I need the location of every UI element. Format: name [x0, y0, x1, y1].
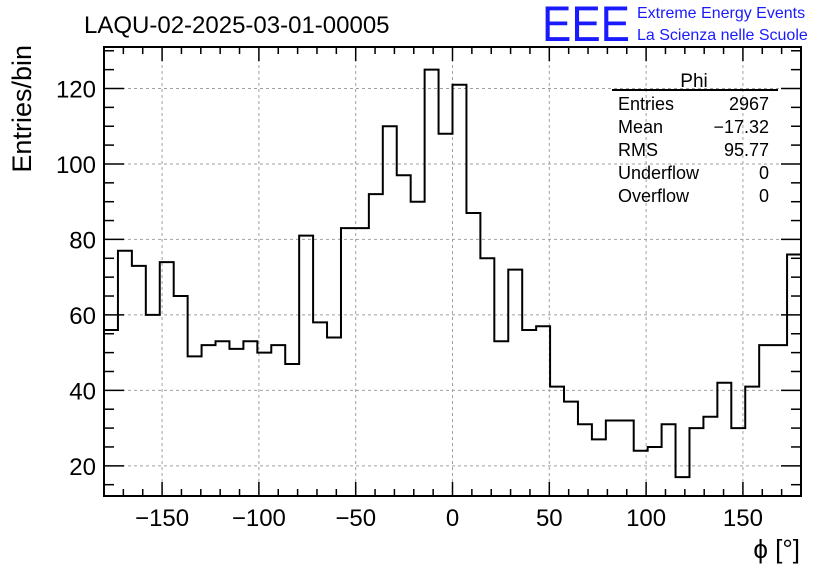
eee-logo-line1: Extreme Energy Events	[637, 5, 805, 22]
x-tick-label: −100	[232, 505, 286, 532]
y-tick-label: 120	[56, 77, 96, 104]
x-tick-label: −50	[335, 505, 376, 532]
stats-row-label: Mean	[618, 117, 663, 137]
stats-box-rows: Entries 2967 Mean −17.32 RMS 95.77 Underflow 0 O…	[618, 94, 769, 206]
histogram-bin	[257, 353, 271, 496]
y-tick-label: 100	[56, 152, 96, 179]
histogram-bin	[243, 341, 257, 496]
y-tick-label: 40	[69, 378, 96, 405]
histogram-bin	[745, 387, 759, 496]
histogram-bin	[648, 447, 662, 496]
histogram-bin	[216, 341, 230, 496]
histogram-bin	[188, 356, 202, 496]
histogram-bin	[118, 251, 132, 496]
stats-row-value: 0	[759, 163, 769, 183]
grid-layer	[104, 47, 801, 496]
histogram-bin	[271, 345, 285, 496]
histogram-bin	[787, 255, 801, 496]
stats-box-title: Phi	[680, 71, 707, 92]
histogram-bin	[703, 417, 717, 496]
histogram-bin	[411, 202, 425, 496]
stats-row-label: Underflow	[618, 163, 700, 183]
histogram-bin	[606, 421, 620, 496]
histogram-bin	[202, 345, 216, 496]
histogram-bin	[355, 228, 369, 496]
y-tick-label: 80	[69, 227, 96, 254]
x-tick-label: 150	[723, 505, 763, 532]
stats-row-value: −17.32	[713, 117, 769, 137]
histogram-bin	[689, 428, 703, 496]
tick-label-layer: −150 −100 −50 0 50 100 150 20 40 60 80 100 120	[56, 77, 763, 532]
histogram-bin	[759, 345, 773, 496]
histogram-bin	[453, 85, 467, 496]
stats-row-label: Overflow	[618, 186, 690, 206]
stats-row-label: RMS	[618, 140, 658, 160]
stats-box: Phi Entries 2967 Mean −17.32 RMS 95.77 Underfl…	[612, 71, 778, 206]
chart-title: LAQU-02-2025-03-01-00005	[84, 12, 390, 39]
histogram-bin	[341, 228, 355, 496]
histogram-bin	[578, 424, 592, 496]
histogram-layer	[104, 68, 801, 496]
stats-row-value: 0	[759, 186, 769, 206]
histogram-bin	[592, 439, 606, 496]
histogram-bin	[508, 270, 522, 496]
y-axis-label: Entries/bin	[7, 45, 37, 173]
x-tick-label: 100	[626, 505, 666, 532]
histogram-bin	[425, 70, 439, 496]
x-tick-label: −150	[135, 505, 189, 532]
eee-logo: EEE Extreme Energy Events La Scienza nel…	[542, 0, 808, 52]
histogram-bin	[397, 175, 411, 496]
histogram-bin	[676, 477, 690, 496]
histogram-bin	[229, 349, 243, 496]
histogram-bin	[132, 266, 146, 496]
histogram-bin	[773, 345, 787, 496]
histogram-bin	[550, 387, 564, 496]
histogram-bin	[522, 330, 536, 496]
histogram-bin	[466, 213, 480, 496]
eee-logo-line2: La Scienza nelle Scuole	[637, 27, 808, 44]
histogram-bin	[480, 258, 494, 496]
stats-row-value: 2967	[729, 94, 769, 114]
histogram-bin	[285, 364, 299, 496]
histogram-bin	[494, 341, 508, 496]
y-tick-label: 60	[69, 303, 96, 330]
tick-layer	[103, 47, 802, 496]
histogram-bin	[383, 126, 397, 496]
y-tick-label: 20	[69, 454, 96, 481]
x-axis-label: ϕ [°]	[753, 534, 800, 564]
histogram-bin	[299, 236, 313, 496]
histogram-bin	[564, 402, 578, 496]
histogram-bin	[536, 326, 550, 496]
histogram-bin	[620, 421, 634, 496]
histogram-bin	[662, 424, 676, 496]
histogram-bin	[146, 315, 160, 496]
histogram-outline	[104, 68, 801, 479]
histogram-bin	[104, 330, 118, 496]
histogram-bin	[174, 296, 188, 496]
histogram-bin	[327, 338, 341, 496]
stats-row-value: 95.77	[724, 140, 769, 160]
x-tick-label: 50	[536, 505, 563, 532]
histogram-bin	[717, 383, 731, 496]
stats-row-label: Entries	[618, 94, 674, 114]
x-tick-label: 0	[446, 505, 459, 532]
eee-logo-mark: EEE	[542, 0, 630, 52]
histogram-bin	[313, 322, 327, 496]
